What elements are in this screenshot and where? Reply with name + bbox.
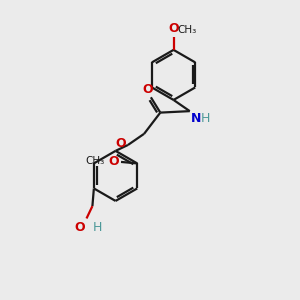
Text: CH₃: CH₃ xyxy=(85,156,104,166)
Text: O: O xyxy=(115,137,126,150)
Text: N: N xyxy=(191,112,201,125)
Text: O: O xyxy=(108,154,119,167)
Text: O: O xyxy=(168,22,179,34)
Text: H: H xyxy=(201,112,210,125)
Text: O: O xyxy=(142,82,153,95)
Text: H: H xyxy=(92,221,102,234)
Text: O: O xyxy=(75,221,85,234)
Text: CH₃: CH₃ xyxy=(177,25,196,34)
